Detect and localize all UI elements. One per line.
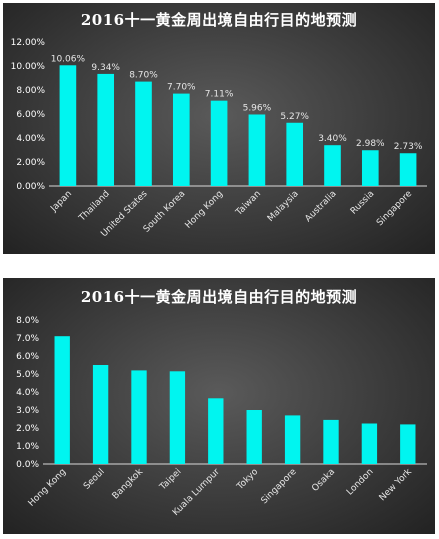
bar [246,410,262,464]
data-label: 3.40% [318,134,347,144]
bar [323,419,339,464]
bar [135,81,152,186]
y-tick-label: 4.00% [16,134,45,144]
category-label: Tokyo [235,467,261,493]
bar [54,336,70,464]
bar [324,145,341,186]
chart-panel-1: 2016十一黄金周出境自由行目的地预测 0.00% 2.00% 4.00% 6.00%… [3,3,435,254]
bar [210,100,228,186]
chart-title: 2016十一黄金周出境自由行目的地预测 [80,288,358,306]
bar [399,153,417,186]
bar [361,150,379,186]
y-tick-label: 1.0% [16,442,39,452]
data-label: 5.27% [280,112,309,122]
bar [131,370,147,464]
category-label: Hong Kong [27,467,69,509]
category-label: Taiwan [234,189,263,218]
bar [97,73,115,186]
bar [400,424,416,464]
y-tick-label: 2.00% [16,158,45,168]
bar [286,122,304,186]
data-label: 9.34% [91,63,120,73]
category-label: Singapore [260,467,300,507]
y-tick-label: 6.00% [16,110,45,120]
y-tick-label: 2.0% [16,424,39,434]
category-label: Japan [48,189,74,215]
category-label: New York [378,466,415,503]
category-label: Thailand [77,189,112,224]
y-tick-label: 5.0% [16,370,39,380]
data-label: 7.70% [167,83,196,93]
y-tick-label: 0.0% [16,460,39,470]
y-tick-label: 6.0% [16,352,39,362]
y-tick-label: 4.0% [16,388,39,398]
category-label: Hong Kong [184,189,226,231]
category-label: Seoul [82,467,107,492]
data-label: 2.73% [394,142,423,152]
bar [361,423,378,464]
category-label: London [345,467,375,497]
bar [92,365,109,464]
chart-panel-2: 2016十一黄金周出境自由行目的地预测 0.0% 1.0% 2.0% 3.0% 4.0%… [3,278,435,534]
y-tick-label: 12.00% [11,38,46,48]
data-label: 8.70% [129,71,158,81]
y-tick-label: 8.0% [16,316,39,326]
bar-chart-1: 0.00% 2.00% 4.00% 6.00% 8.00% 10.00% 12.00% 10.… [11,38,427,239]
category-label: Malaysia [266,189,301,224]
bar [59,65,77,186]
category-label: Taipei [158,467,184,493]
y-tick-label: 8.00% [16,86,45,96]
y-tick-label: 0.00% [16,182,45,192]
y-tick-label: 10.00% [11,62,46,72]
category-label: Singapore [375,189,415,229]
data-label: 2.98% [356,139,385,149]
y-tick-label: 7.0% [16,334,39,344]
category-label: Osaka [310,467,337,494]
data-label: 7.11% [205,90,234,100]
category-label: Russia [349,189,377,217]
bar [248,114,266,186]
chart-title: 2016十一黄金周出境自由行目的地预测 [80,11,358,29]
bar [172,93,190,186]
data-label: 10.06% [51,54,86,64]
bar-chart-2: 0.0% 1.0% 2.0% 3.0% 4.0% 5.0% 6.0% 7.0% 8.0% Hong… [16,316,427,518]
bar [284,415,301,464]
y-tick-label: 3.0% [16,406,39,416]
data-label: 5.96% [243,103,272,113]
category-label: Australia [303,189,338,224]
bar [169,371,186,464]
category-label: Bangkok [111,466,146,501]
bar [208,398,224,464]
